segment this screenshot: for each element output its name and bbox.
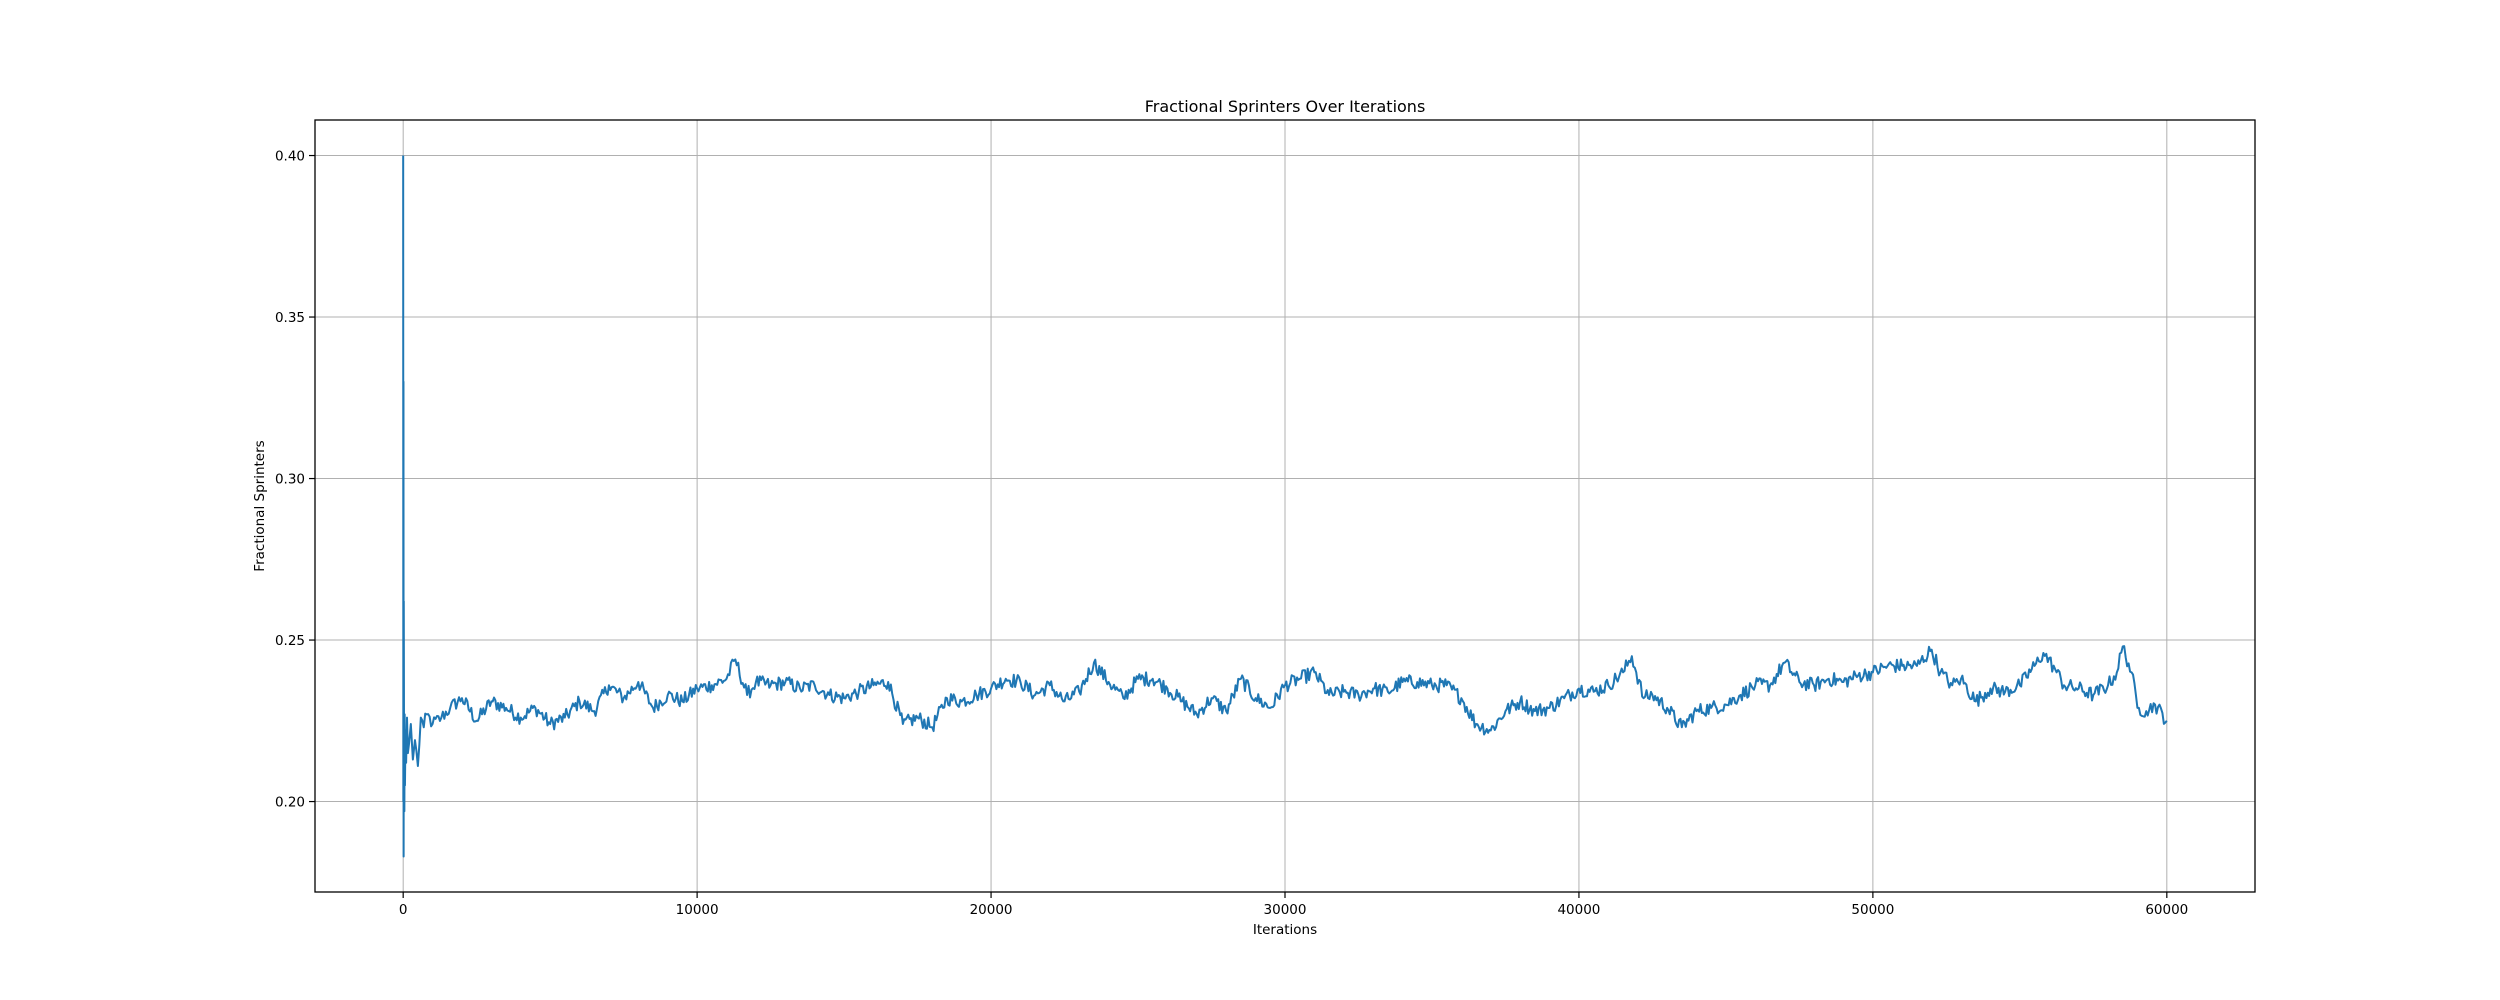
y-axis: 0.20 0.25 0.30 0.35 0.40 — [275, 149, 315, 811]
x-tick-label: 50000 — [1851, 902, 1894, 918]
y-tick-label: 0.35 — [275, 310, 305, 326]
y-gridlines — [315, 155, 2255, 803]
y-tick-label: 0.25 — [275, 633, 305, 649]
series-line — [402, 155, 2168, 858]
chart-title: Fractional Sprinters Over Iterations — [1145, 97, 1426, 116]
x-tick-label: 60000 — [2145, 902, 2188, 918]
x-tick-label: 10000 — [676, 902, 719, 918]
y-tick-label: 0.20 — [275, 795, 305, 811]
x-gridlines — [402, 120, 2168, 892]
series-layer — [402, 155, 2168, 858]
x-tick-label: 30000 — [1264, 902, 1307, 918]
x-tick-label: 0 — [399, 902, 408, 918]
x-axis: 0 10000 20000 30000 40000 50000 60000 — [399, 892, 2188, 918]
y-tick-label: 0.40 — [275, 149, 305, 165]
y-tick-label: 0.30 — [275, 472, 305, 488]
y-axis-label: Fractional Sprinters — [252, 440, 268, 571]
x-tick-label: 20000 — [970, 902, 1013, 918]
x-axis-label: Iterations — [1253, 922, 1317, 938]
x-tick-label: 40000 — [1557, 902, 1600, 918]
